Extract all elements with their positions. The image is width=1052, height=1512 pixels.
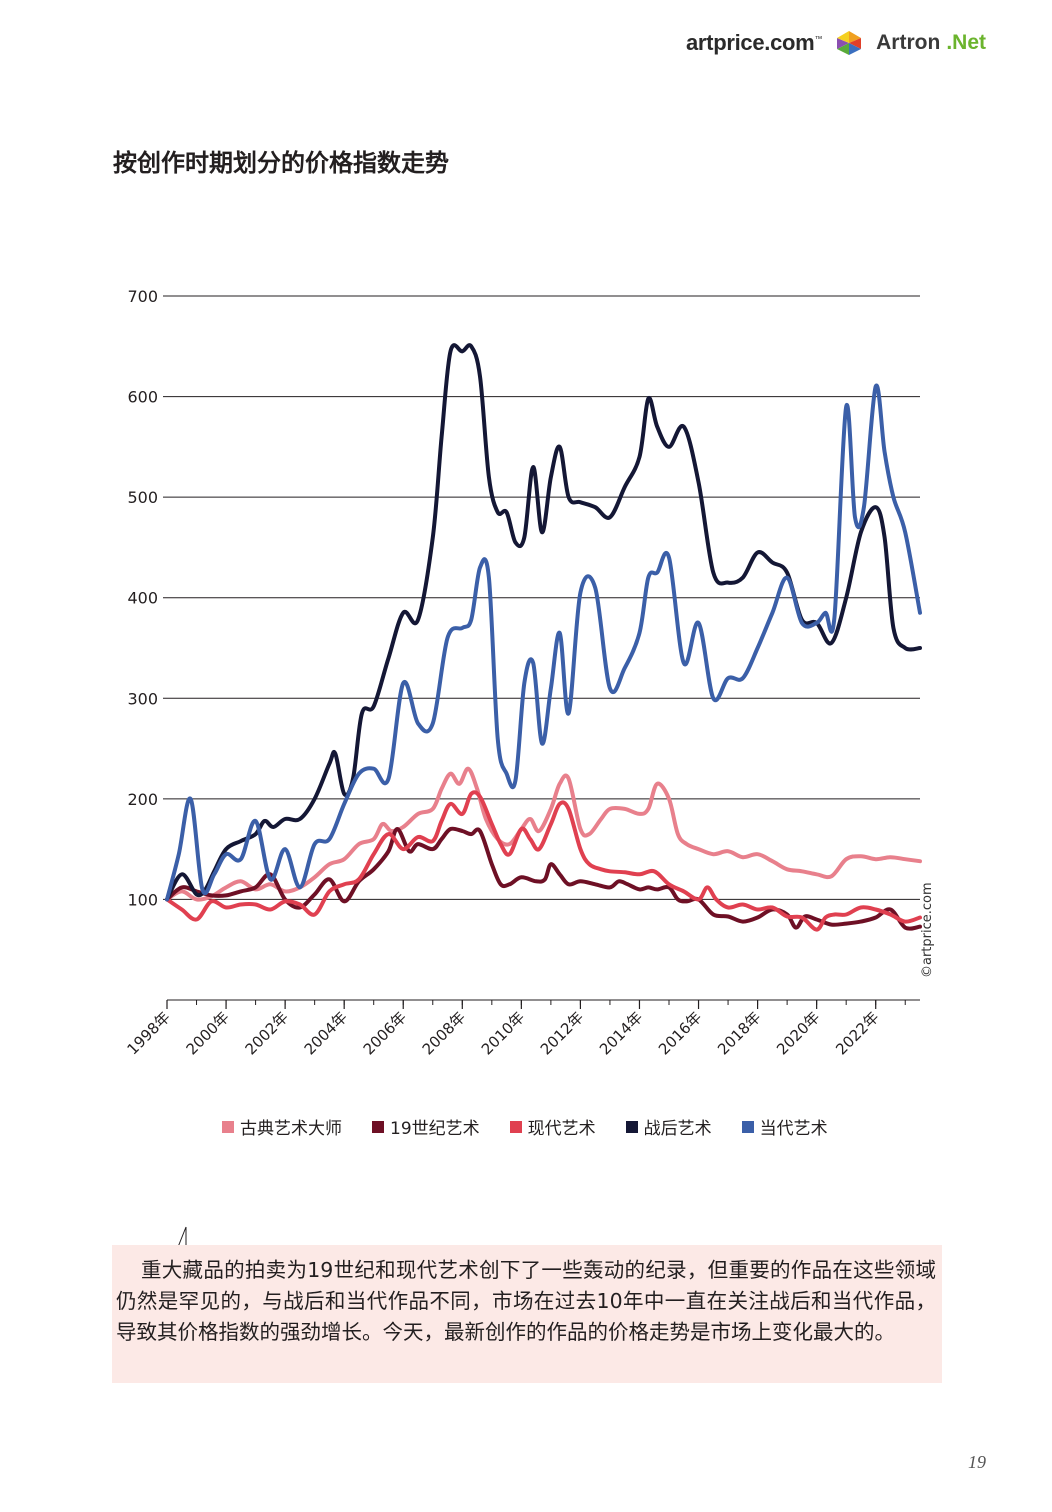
- page-title: 按创作时期划分的价格指数走势: [113, 149, 449, 177]
- x-tick-label: 2006年: [360, 1008, 410, 1058]
- chart-legend: 古典艺术大师 19世纪艺术 现代艺术 战后艺术 当代艺术: [222, 1114, 828, 1139]
- callout-tab-shape: [112, 1226, 942, 1247]
- y-tick-label: 700: [127, 287, 158, 306]
- x-tick-label: 2010年: [478, 1008, 528, 1058]
- price-index-chart: 100 200 300 400 500 600 700 1998年 2000年 2002年 2004…: [123, 287, 922, 1058]
- page-number: 19: [968, 1452, 986, 1472]
- y-tick-label: 200: [127, 790, 158, 809]
- x-tick-label: 1998年: [123, 1008, 173, 1058]
- series-line-2: [165, 826, 922, 931]
- legend-label: 古典艺术大师: [240, 1119, 342, 1139]
- x-tick-label: 2016年: [655, 1008, 705, 1058]
- legend-swatch: [741, 1120, 754, 1133]
- legend-swatch: [625, 1120, 638, 1133]
- x-tick-label: 2008年: [419, 1008, 469, 1058]
- x-tick-label: 2012年: [537, 1008, 587, 1058]
- x-tick-label: 2018年: [714, 1008, 764, 1058]
- copyright-label: ©artprice.com: [920, 882, 935, 978]
- series-line-4: [165, 343, 922, 902]
- artron-logo-icon: [837, 31, 862, 55]
- x-tick-label: 2020年: [773, 1008, 823, 1058]
- x-tick-label: 2004年: [301, 1008, 351, 1058]
- legend-label: 战后艺术: [643, 1119, 712, 1139]
- brand-header: artprice.com™ Artron .Net: [686, 30, 986, 56]
- series-line-1: [165, 766, 922, 902]
- legend-label: 现代艺术: [527, 1119, 596, 1139]
- legend-label: 19世纪艺术: [390, 1119, 480, 1139]
- y-tick-label: 600: [127, 388, 158, 407]
- artron-net-wordmark: .Net: [946, 31, 986, 54]
- legend-item: 现代艺术: [509, 1114, 596, 1139]
- legend-item: 古典艺术大师: [222, 1114, 342, 1139]
- legend-label: 当代艺术: [759, 1119, 828, 1139]
- legend-swatch: [372, 1120, 384, 1133]
- legend-swatch: [222, 1120, 234, 1133]
- y-tick-label: 400: [127, 589, 158, 608]
- artprice-logo: artprice.com™: [685, 30, 823, 55]
- legend-swatch: [509, 1120, 522, 1133]
- series-line-5: [165, 383, 922, 902]
- callout-text: 重大藏品的拍卖为19世纪和现代艺术创下了一些轰动的纪录，但重要的作品在这些领域仍…: [112, 1245, 942, 1383]
- series-line-3: [165, 790, 922, 932]
- x-tick-label: 2022年: [832, 1008, 882, 1058]
- legend-item: 战后艺术: [625, 1114, 712, 1139]
- legend-item: 19世纪艺术: [372, 1114, 480, 1139]
- x-tick-label: 2014年: [596, 1008, 646, 1058]
- x-tick-label: 2000年: [183, 1008, 233, 1058]
- artron-wordmark: Artron: [876, 31, 941, 54]
- legend-item: 当代艺术: [741, 1114, 828, 1139]
- x-tick-label: 2002年: [242, 1008, 292, 1058]
- y-tick-label: 300: [127, 689, 158, 708]
- y-tick-label: 500: [127, 488, 158, 507]
- y-tick-label: 100: [127, 890, 158, 909]
